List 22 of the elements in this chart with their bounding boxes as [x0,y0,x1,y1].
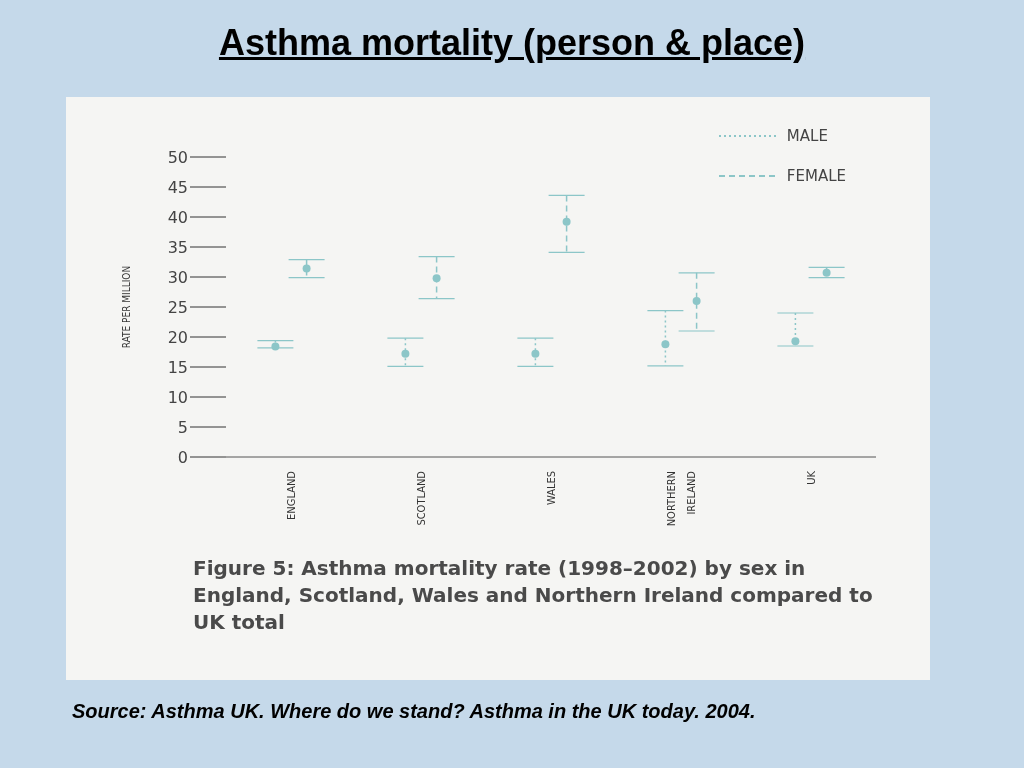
x-tick-label: UK [804,470,818,485]
y-tick-label: 25 [167,297,188,317]
y-tick-label: 0 [177,447,188,467]
y-tick-label: 30 [167,267,188,287]
legend-label: FEMALE [786,167,846,185]
y-tick-label: 45 [167,177,188,197]
x-tick-label: WALES [544,471,558,505]
y-tick-label: 20 [167,327,188,347]
legend-label: MALE [786,127,828,145]
x-tick-label: SCOTLAND [414,470,428,526]
y-tick-label: 35 [167,237,188,257]
y-tick-label: 10 [167,387,188,407]
x-tick-label: NORTHERN IRELAND [664,470,698,527]
caption: Figure 5: Asthma mortality rate (1998–2002) by sex in England, Scotland, Wales and Northern Ireland compared to UK total [193,555,873,636]
source-note: Source: Asthma UK. Where do we stand? Asthma in the UK today. 2004. [72,700,756,723]
chart-title: Asthma mortality (person & place) [217,22,807,64]
y-tick-label: 40 [167,207,188,227]
y-axis-title: RATE PER MILLION [120,265,132,349]
x-tick-label: ENGLAND [284,470,298,520]
y-tick-label: 50 [167,147,188,167]
y-tick-label: 5 [177,417,188,437]
y-tick-label: 15 [167,357,188,377]
